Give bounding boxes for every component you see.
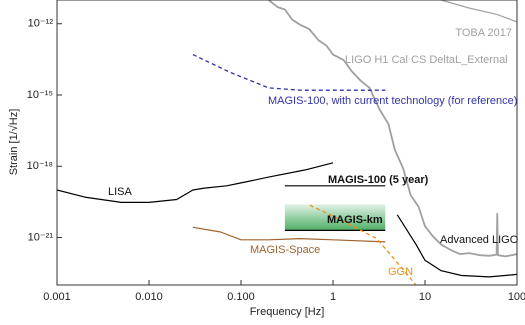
x-tick-label: 1 [330,291,336,303]
series-label: GGN [388,266,413,278]
series-label: MAGIS-100 (5 year) [328,174,429,186]
series-label: MAGIS-km [327,214,383,226]
series-label: LIGO H1 Cal CS DeltaL_External [345,54,508,66]
x-tick-label: 0.010 [135,291,163,303]
series-label: MAGIS-100, with current technology (for … [268,95,517,107]
x-tick-label: 0.100 [227,291,255,303]
x-axis-label: Frequency [Hz] [250,306,325,318]
series-label: MAGIS-Space [250,244,320,256]
y-axis-label: Strain [1/√Hz] [8,109,20,176]
series-label: LISA [108,186,133,198]
series-line [57,162,334,203]
y-tick-label: 10⁻¹² [28,18,54,30]
series-line [396,214,517,278]
plot-area [57,0,517,285]
x-tick-label: 0.001 [43,291,71,303]
series-label: TOBA 2017 [455,27,512,39]
y-tick-label: 10⁻¹⁸ [27,160,53,172]
series-line [192,226,386,243]
series-line [309,204,417,285]
plot-frame [56,0,518,286]
y-tick-label: 10⁻²¹ [28,231,54,243]
series-line [192,54,386,91]
series-label: Advanced LIGO [440,234,519,246]
series-line [441,0,517,23]
series-line [268,0,517,258]
x-tick-label: 10 [419,291,431,303]
x-tick-label: 100 [508,291,525,303]
y-tick-label: 10⁻¹⁵ [27,89,53,101]
